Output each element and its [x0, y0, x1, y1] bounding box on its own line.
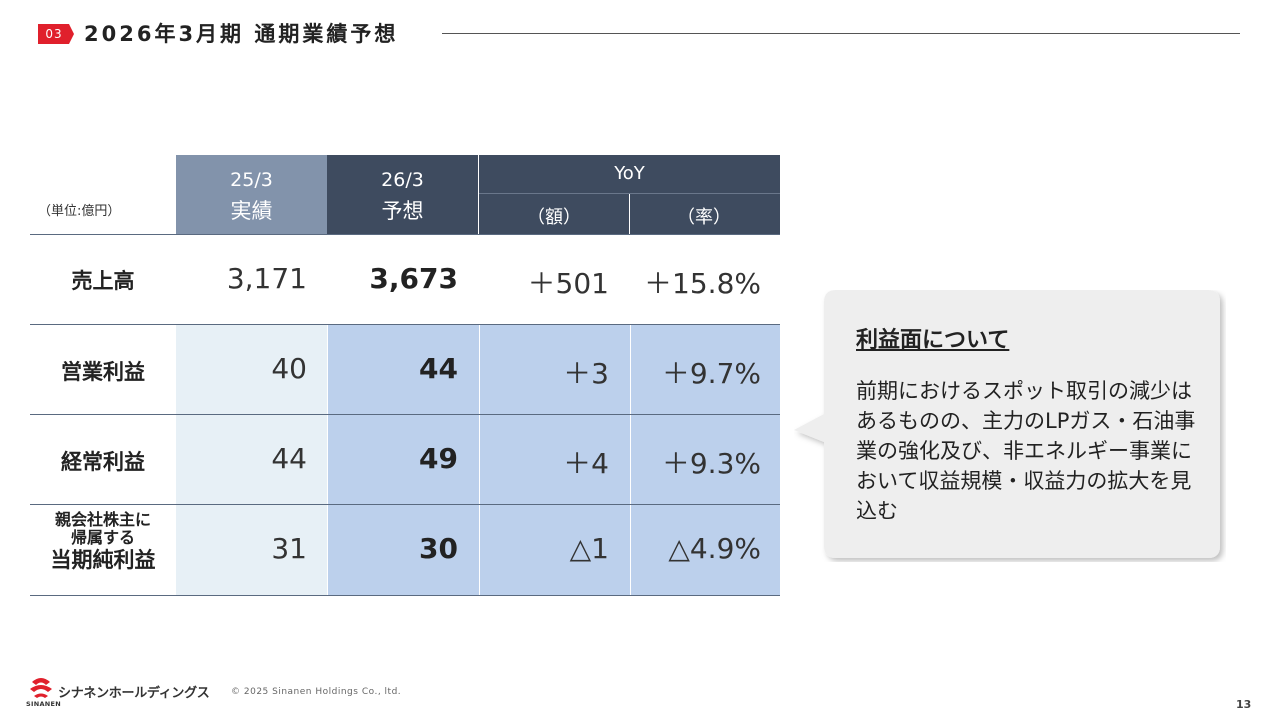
operating-profit-prev: 40 — [271, 352, 307, 385]
col-divider — [479, 324, 480, 596]
net-income-label-line2: 帰属する — [70, 528, 135, 548]
title-divider — [442, 33, 1240, 34]
sinanen-logo-icon — [30, 678, 52, 698]
row-label-net-income: 親会社株主に 帰属する 当期純利益 — [30, 510, 176, 572]
header-yoy-rate: （率） — [677, 207, 731, 228]
net-income-label-line1: 親会社株主に — [54, 510, 151, 529]
sales-prev: 3,171 — [226, 262, 307, 295]
net-income-label-line3: 当期純利益 — [50, 547, 156, 572]
row-rule — [30, 414, 780, 415]
forecast-column-bg — [327, 324, 780, 596]
operating-profit-yoy-amount: ＋3 — [563, 357, 609, 390]
sales-forecast: 3,673 — [369, 262, 458, 295]
sales-yoy-amount: ＋501 — [527, 267, 609, 300]
header-forecast-period: 26/3 — [381, 169, 424, 191]
prev-column-bg — [176, 324, 327, 596]
section-badge — [38, 24, 74, 44]
row-label-ordinary-profit: 経常利益 — [61, 450, 145, 474]
copyright: © 2025 Sinanen Holdings Co., ltd. — [231, 687, 402, 697]
header-yoy-amount: （額） — [527, 207, 581, 228]
col-divider — [630, 324, 631, 596]
row-label-operating-profit: 営業利益 — [61, 360, 145, 384]
header-yoy-rule — [479, 193, 780, 194]
header-prev-actual: 25/3 実績 — [176, 155, 327, 234]
company-logo: シナネンホールディングス SINANEN — [26, 676, 210, 710]
unit-label: （単位:億円） — [38, 204, 121, 219]
page-title: 2026年3月期 通期業績予想 — [84, 22, 399, 46]
row-label-sales: 売上高 — [71, 269, 135, 293]
page-number: 13 — [1236, 698, 1252, 711]
section-number: 03 — [45, 27, 63, 41]
callout-bubble-shape — [794, 290, 1220, 558]
net-income-yoy-rate: △4.9% — [668, 532, 761, 565]
header-yoy-divider — [629, 194, 630, 234]
ordinary-profit-yoy-amount: ＋4 — [563, 447, 609, 480]
callout-heading: 利益面について — [856, 328, 1010, 353]
col-divider — [327, 324, 328, 596]
row-rule — [30, 234, 780, 235]
forecast-table: （単位:億円） 25/3 実績 26/3 予想 YoY （額） （率） — [30, 155, 780, 596]
header-prev-period: 25/3 — [230, 169, 273, 191]
ordinary-profit-prev: 44 — [271, 442, 307, 475]
profit-callout: 利益面について 前期におけるスポット取引の減少はあるものの、主力のLPガス・石油… — [794, 290, 1226, 562]
operating-profit-yoy-rate: ＋9.7% — [661, 357, 761, 390]
row-rule — [30, 595, 780, 596]
row-rule — [30, 504, 780, 505]
row-rule — [30, 324, 780, 325]
header-yoy: YoY （額） （率） — [479, 155, 780, 234]
ordinary-profit-yoy-rate: ＋9.3% — [661, 447, 761, 480]
net-income-prev: 31 — [271, 532, 307, 565]
header-prev-kind: 実績 — [230, 199, 273, 223]
company-sub: SINANEN — [26, 700, 61, 708]
net-income-yoy-amount: △1 — [569, 532, 609, 565]
ordinary-profit-forecast: 49 — [419, 442, 458, 475]
header-yoy-label: YoY — [614, 163, 645, 184]
operating-profit-forecast: 44 — [419, 352, 458, 385]
net-income-forecast: 30 — [419, 532, 458, 565]
sales-yoy-rate: ＋15.8% — [644, 267, 761, 300]
callout-body: 前期におけるスポット取引の減少はあるものの、主力のLPガス・石油事業の強化及び、… — [856, 379, 1196, 523]
header-forecast: 26/3 予想 — [327, 155, 478, 234]
header-forecast-kind: 予想 — [381, 199, 424, 223]
company-name: シナネンホールディングス — [58, 686, 210, 701]
